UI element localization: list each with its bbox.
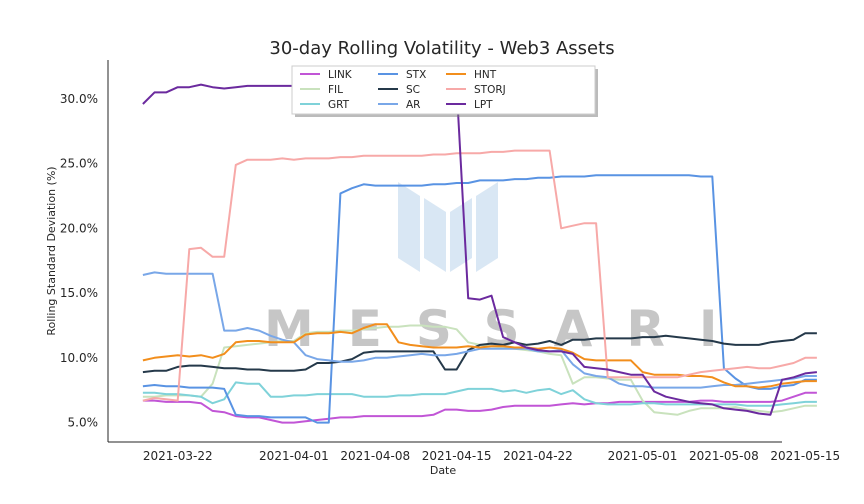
x-tick-label: 2021-04-08 [340, 449, 410, 463]
legend-label-grt: GRT [328, 99, 350, 111]
x-tick-label: 2021-04-22 [503, 449, 573, 463]
messari-logo-icon [398, 182, 498, 272]
legend-label-sc: SC [406, 84, 420, 96]
x-tick-label: 2021-05-15 [770, 449, 840, 463]
y-tick-label: 20.0% [60, 221, 98, 235]
x-tick-label: 2021-04-15 [422, 449, 492, 463]
legend-items: LINK FIL GRT STX SC AR HNT STORJ LPT [300, 69, 506, 111]
legend-label-hnt: HNT [474, 69, 497, 81]
legend-label-ar: AR [406, 99, 420, 111]
series-line-ar [142, 271, 817, 389]
legend-label-stx: STX [406, 69, 426, 81]
chart-title: 30-day Rolling Volatility - Web3 Assets [269, 38, 614, 59]
series-line-link [142, 391, 817, 424]
x-tick-label: 2021-05-01 [608, 449, 678, 463]
legend: LINK FIL GRT STX SC AR HNT STORJ LPT [291, 65, 598, 117]
legend-label-link: LINK [328, 69, 353, 81]
y-tick-label: 10.0% [60, 351, 98, 365]
y-tick-labels: 5.0% 10.0% 15.0% 20.0% 25.0% 30.0% [60, 92, 98, 430]
y-tick-label: 15.0% [60, 286, 98, 300]
y-tick-label: 5.0% [68, 416, 99, 430]
x-axis-label: Date [430, 464, 457, 477]
x-tick-label: 2021-03-22 [143, 449, 213, 463]
series-lines [142, 83, 818, 424]
y-axis-label: Rolling Standard Deviation (%) [45, 166, 58, 335]
series-line-storj [142, 149, 817, 402]
legend-box [291, 65, 596, 115]
legend-label-storj: STORJ [474, 84, 506, 96]
x-tick-label: 2021-05-08 [689, 449, 759, 463]
series-line-lpt [142, 83, 818, 416]
legend-label-fil: FIL [328, 84, 343, 96]
series-line-hnt [142, 323, 817, 389]
y-tick-label: 25.0% [60, 157, 98, 171]
legend-label-lpt: LPT [474, 99, 493, 111]
y-tick-label: 30.0% [60, 92, 98, 106]
x-tick-label: 2021-04-01 [259, 449, 329, 463]
x-tick-labels: 2021-03-22 2021-04-01 2021-04-08 2021-04-15… [143, 449, 840, 463]
series-line-stx [142, 174, 817, 424]
series-line-sc [142, 332, 817, 374]
